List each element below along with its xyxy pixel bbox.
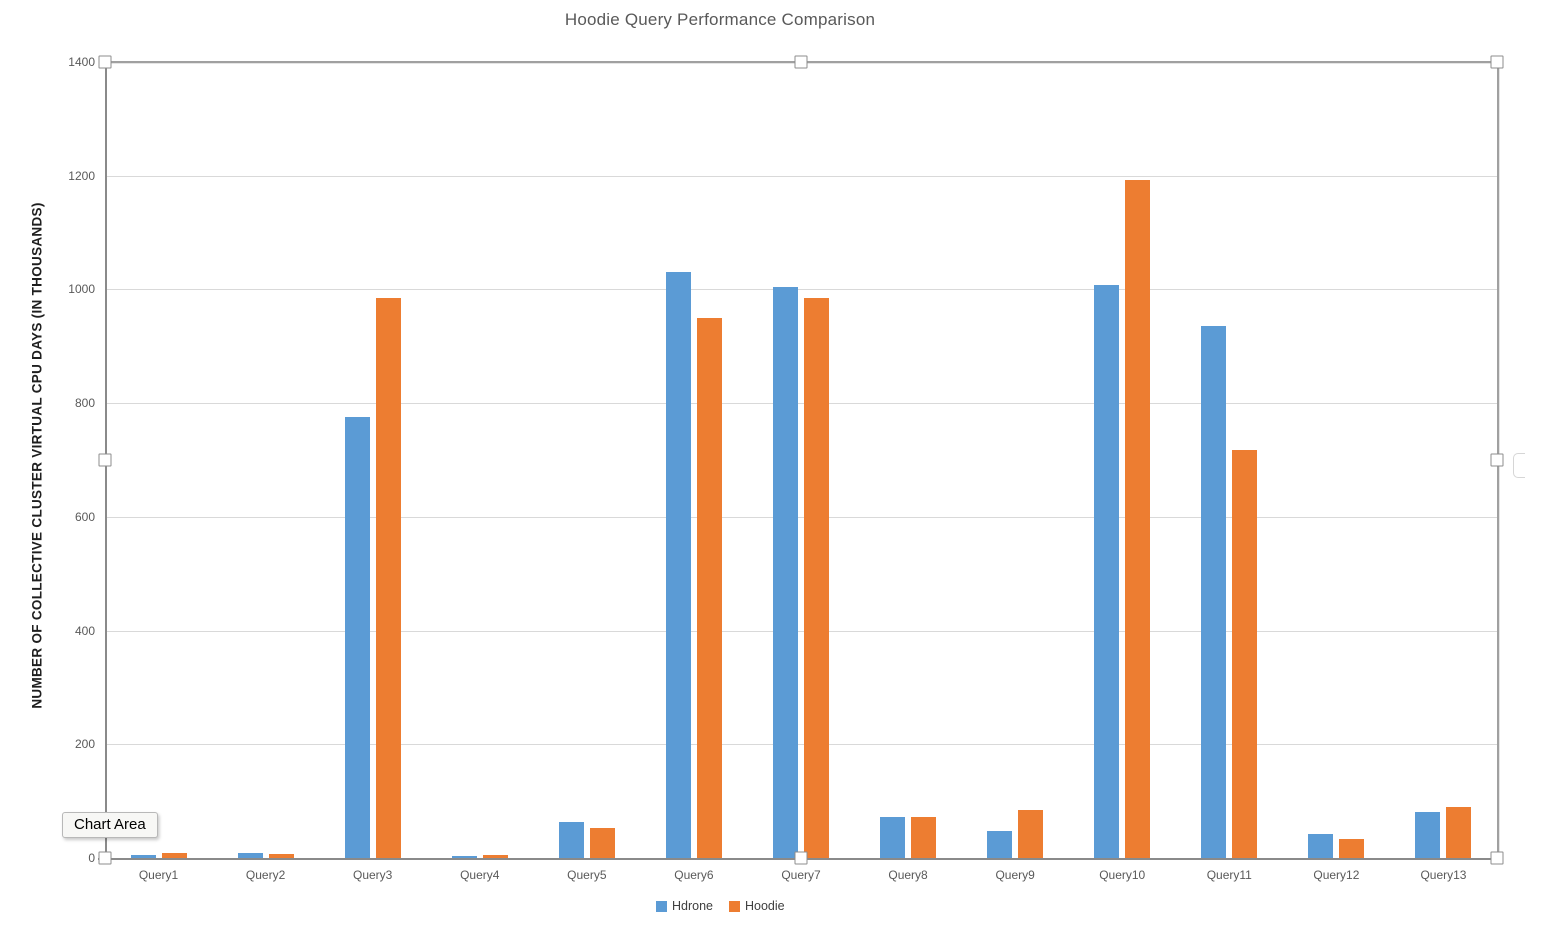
- selection-handle[interactable]: [794, 55, 808, 69]
- x-tick-label-query11: Query11: [1206, 868, 1252, 882]
- y-tick-label: 1000: [68, 282, 95, 297]
- x-tick-label-query13: Query13: [1420, 868, 1467, 882]
- bar-hoodie-query13[interactable]: [1446, 806, 1472, 858]
- bar-group-query12: [1283, 62, 1390, 858]
- y-tick-label: 0: [88, 851, 95, 865]
- bar-hdrone-query12[interactable]: [1308, 834, 1334, 858]
- legend-item-hdrone[interactable]: Hdrone: [656, 899, 713, 913]
- bar-group-query11: [1176, 62, 1283, 858]
- legend-label: Hdrone: [672, 899, 713, 913]
- y-tick-label: 800: [74, 396, 95, 411]
- legend-swatch-hoodie: [729, 900, 740, 912]
- bar-hdrone-query8[interactable]: [880, 817, 906, 858]
- x-tick-label-query4: Query4: [460, 868, 500, 882]
- x-tick-label-query3: Query3: [353, 868, 393, 882]
- bar-hoodie-query1[interactable]: [161, 852, 187, 858]
- bar-hoodie-query5[interactable]: [589, 827, 615, 858]
- selection-handle[interactable]: [1490, 851, 1504, 865]
- y-tick-label: 400: [74, 623, 95, 638]
- selection-handle[interactable]: [98, 55, 112, 69]
- bar-hoodie-query7[interactable]: [803, 298, 829, 858]
- selection-handle[interactable]: [1490, 55, 1504, 69]
- bar-hdrone-query13[interactable]: [1415, 811, 1441, 858]
- bar-group-query1: [105, 62, 212, 858]
- bar-group-query9: [962, 62, 1069, 858]
- x-tick-label-query2: Query2: [245, 868, 286, 882]
- bar-hoodie-query12[interactable]: [1339, 838, 1365, 858]
- y-tick-label: 1400: [68, 55, 95, 69]
- x-tick-label-query6: Query6: [674, 868, 714, 882]
- bar-group-query6: [640, 62, 747, 858]
- bar-hdrone-query7[interactable]: [772, 286, 798, 858]
- partial-handle-artifact: [1513, 453, 1525, 478]
- y-tick-label: 200: [74, 737, 95, 752]
- selection-handle[interactable]: [98, 453, 112, 467]
- bar-hoodie-query2[interactable]: [268, 853, 294, 858]
- bar-hdrone-query11[interactable]: [1201, 326, 1227, 858]
- bar-hoodie-query4[interactable]: [482, 855, 508, 858]
- bar-hoodie-query9[interactable]: [1018, 809, 1044, 858]
- y-tick-label: 600: [74, 509, 95, 524]
- selection-handle[interactable]: [1490, 453, 1504, 467]
- bar-hdrone-query9[interactable]: [987, 830, 1013, 858]
- legend-swatch-hdrone: [656, 900, 667, 912]
- bar-group-query13: [1390, 62, 1497, 858]
- x-tick-label-query9: Query9: [995, 868, 1035, 882]
- gridline: [105, 744, 1497, 746]
- legend[interactable]: Hdrone Hoodie: [656, 899, 785, 913]
- gridline: [105, 175, 1497, 177]
- selection-handle[interactable]: [794, 851, 808, 865]
- x-tick-label-query8: Query8: [888, 868, 928, 882]
- gridline: [105, 403, 1497, 405]
- y-tick-label: 1200: [68, 168, 95, 183]
- bar-hdrone-query3[interactable]: [344, 417, 370, 858]
- plot-area[interactable]: [105, 62, 1497, 858]
- bar-hdrone-query10[interactable]: [1094, 284, 1120, 858]
- legend-label: Hoodie: [745, 899, 785, 913]
- bar-hdrone-query4[interactable]: [451, 855, 477, 858]
- x-tick-label-query1: Query1: [138, 868, 179, 882]
- gridline: [105, 516, 1497, 518]
- bar-group-query4: [426, 62, 533, 858]
- bar-hoodie-query11[interactable]: [1232, 449, 1258, 858]
- bar-hdrone-query1[interactable]: [130, 855, 156, 858]
- bar-hoodie-query10[interactable]: [1125, 179, 1151, 858]
- bar-group-query7: [747, 62, 854, 858]
- bar-group-query10: [1069, 62, 1176, 858]
- x-tick-label-query10: Query10: [1099, 868, 1146, 882]
- chart-area-tooltip: Chart Area: [62, 812, 158, 838]
- x-tick-label-query12: Query12: [1313, 868, 1360, 882]
- bar-hoodie-query8[interactable]: [911, 816, 937, 858]
- x-tick-label-query5: Query5: [567, 868, 607, 882]
- bar-group-query3: [319, 62, 426, 858]
- gridline: [105, 289, 1497, 291]
- bar-hoodie-query6[interactable]: [696, 317, 722, 858]
- bar-hdrone-query6[interactable]: [665, 272, 691, 858]
- bar-hdrone-query2[interactable]: [237, 852, 263, 858]
- bar-hdrone-query5[interactable]: [558, 821, 584, 858]
- x-tick-label-query7: Query7: [781, 868, 821, 882]
- y-axis-title: NUMBER OF COLLECTIVE CLUSTER VIRTUAL CPU…: [29, 202, 45, 709]
- bar-group-query8: [855, 62, 962, 858]
- bar-group-query2: [212, 62, 319, 858]
- gridline: [105, 630, 1497, 632]
- bar-hoodie-query3[interactable]: [375, 298, 401, 858]
- chart-title: Hoodie Query Performance Comparison: [564, 10, 876, 29]
- legend-item-hoodie[interactable]: Hoodie: [729, 899, 785, 913]
- bar-group-query5: [533, 62, 640, 858]
- selection-handle[interactable]: [98, 851, 112, 865]
